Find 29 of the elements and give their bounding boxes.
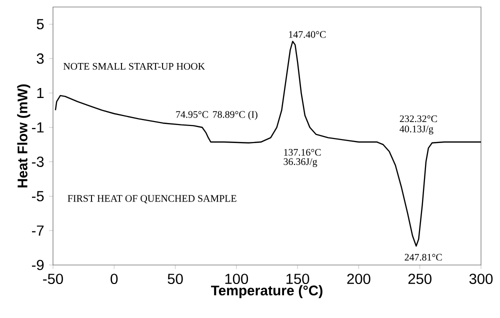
annotation: 74.95°C — [176, 111, 208, 118]
annotation: 147.40°C — [289, 31, 326, 38]
annotation: 247.81°C — [404, 254, 442, 261]
y-tick-label: -7 — [32, 226, 44, 236]
annotation: 36.36J/g — [284, 158, 318, 168]
x-tick-label: 50 — [168, 274, 183, 284]
y-axis-title: Heat Flow (mW) — [17, 84, 30, 188]
y-tick-label: -5 — [32, 191, 44, 202]
x-tick-label: 250 — [408, 274, 432, 284]
annotation: 137.16°C — [284, 148, 321, 156]
annotation: 40.13J/g — [400, 126, 434, 134]
annotation: FIRST HEAT OF QUENCHED SAMPLE — [68, 195, 236, 204]
annotation: NOTE SMALL START-UP HOOK — [63, 63, 205, 70]
x-tick-label: 0 — [110, 274, 118, 284]
y-tick-label: 5 — [36, 19, 44, 30]
y-tick-label: 1 — [37, 88, 44, 98]
annotation: 232.32°C — [400, 115, 437, 122]
y-tick-label: -9 — [32, 260, 44, 270]
y-tick-label: 3 — [36, 53, 44, 64]
x-tick-label: 150 — [286, 274, 310, 284]
x-axis-title: Temperature (°C) — [211, 285, 322, 298]
y-tick-label: -3 — [32, 156, 44, 167]
x-tick-label: 200 — [347, 274, 370, 284]
x-tick-label: -50 — [43, 274, 63, 284]
y-tick-label: -1 — [32, 122, 44, 132]
x-tick-label: 100 — [225, 274, 248, 284]
x-tick-label: 300 — [469, 274, 493, 284]
annotation: 78.89°C (I) — [213, 110, 258, 120]
line-series — [54, 40, 482, 247]
